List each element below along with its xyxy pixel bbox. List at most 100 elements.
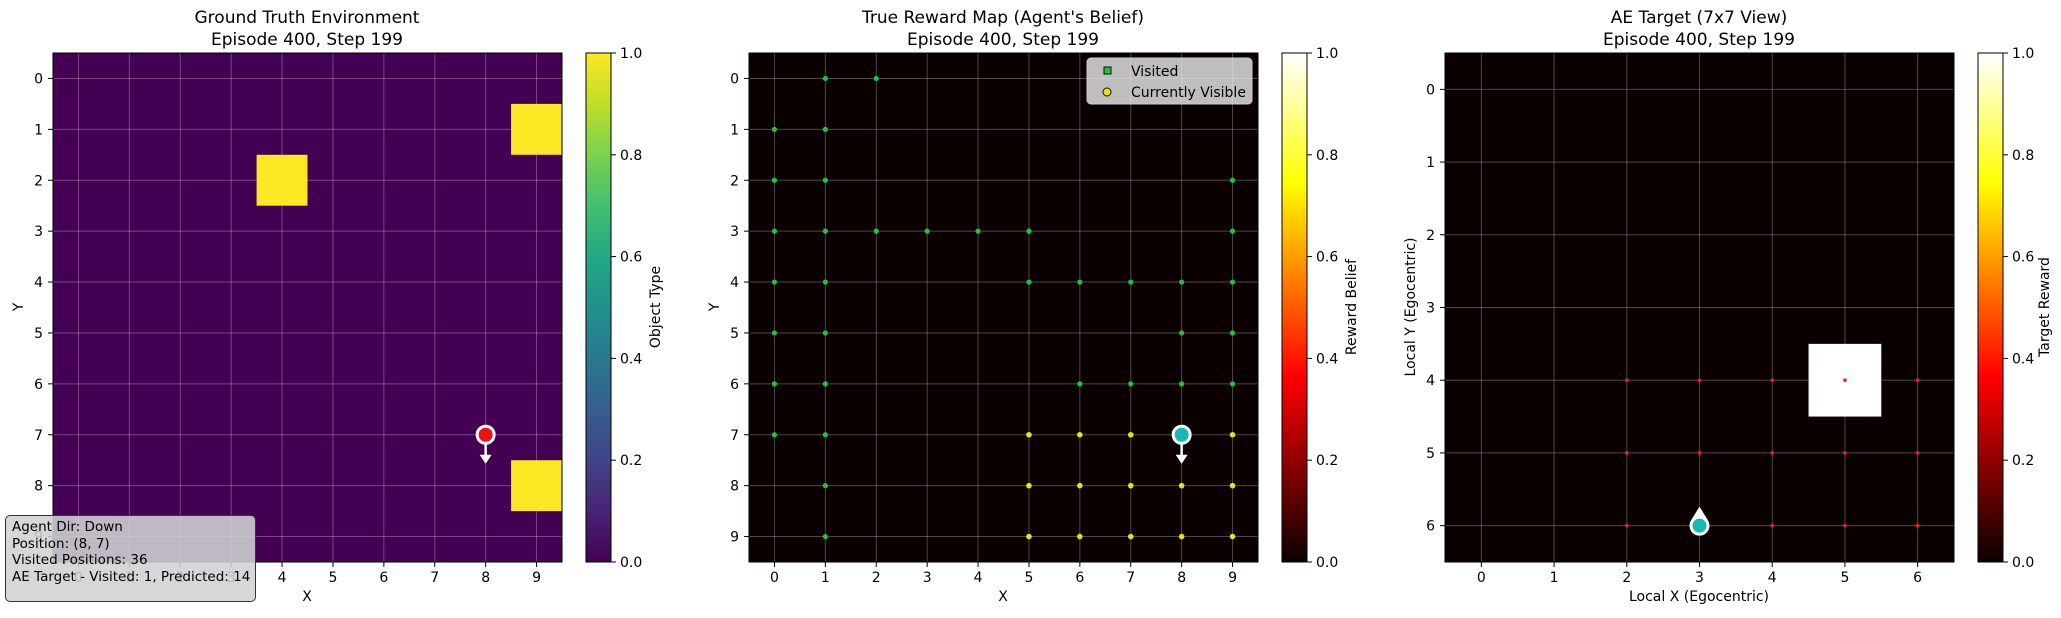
x-tick-label: 6: [379, 570, 388, 586]
visible-point: [1178, 482, 1185, 489]
panel1-colorbar: [585, 52, 612, 563]
colorbar-tick-label: 0.8: [2012, 148, 2034, 164]
y-tick-label: 6: [34, 377, 43, 393]
panel1-colorbar-label: Object Type: [648, 266, 664, 348]
panel2-plot-area: [749, 53, 1258, 562]
panel2-agent: [1171, 424, 1192, 464]
info-agent-dir: Agent Dir: Down: [12, 519, 123, 535]
visible-point: [1229, 482, 1236, 489]
visible-point: [1026, 482, 1032, 489]
visited-point: [1128, 279, 1134, 285]
colorbar-tick-label: 0.6: [2012, 250, 2034, 266]
panel2-xlabel: X: [998, 589, 1008, 605]
panel1-cells: [256, 103, 562, 512]
colorbar-tick-label: 0.8: [1316, 148, 1338, 164]
visited-point: [822, 279, 828, 285]
x-tick-label: 4: [278, 570, 287, 586]
colorbar-tick-label: 0.4: [620, 351, 642, 367]
y-tick-label: 0: [730, 71, 739, 87]
panel3-colorbar: [1977, 52, 2004, 563]
target-dot: [1770, 451, 1775, 455]
visited-point: [771, 177, 778, 183]
panel1-frame: [52, 52, 563, 563]
panel3-plot-area: [1445, 53, 1954, 562]
colorbar-tick-label: 0.6: [1316, 250, 1338, 266]
visited-point: [873, 228, 879, 234]
panel-ground-truth: Ground Truth Environment Episode 400, St…: [11, 8, 664, 605]
target-dot: [1624, 378, 1629, 383]
visited-point: [822, 126, 828, 132]
visited-point: [1229, 228, 1236, 234]
panel2-grid: [749, 53, 1258, 562]
visited-point: [975, 228, 981, 234]
x-tick-label: 5: [1840, 570, 1849, 586]
y-tick-label: 1: [34, 122, 43, 138]
x-tick-label: 5: [328, 570, 337, 586]
target-dot: [1697, 378, 1702, 383]
visited-point: [1179, 279, 1185, 285]
x-tick-label: 5: [1024, 570, 1033, 586]
y-tick-label: 5: [34, 326, 43, 342]
y-tick-label: 3: [34, 224, 43, 240]
x-tick-label: 3: [923, 570, 932, 586]
colorbar-tick-label: 0.2: [2012, 453, 2034, 469]
colorbar-tick-label: 0.4: [1316, 351, 1338, 367]
object-cell: [511, 460, 562, 512]
colorbar-tick-label: 0.0: [2012, 555, 2034, 571]
y-tick-label: 0: [1426, 82, 1435, 98]
visible-point: [1229, 533, 1236, 540]
panel-ae-target: AE Target (7x7 View) Episode 400, Step 1…: [1403, 8, 2053, 605]
visible-point: [1127, 431, 1134, 438]
legend-visited-marker: [1103, 66, 1112, 75]
visited-point: [771, 330, 778, 336]
x-tick-label: 0: [770, 570, 779, 586]
y-tick-label: 7: [730, 428, 739, 444]
info-ae-target: AE Target - Visited: 1, Predicted: 14: [12, 568, 251, 585]
y-tick-label: 3: [1426, 301, 1435, 317]
agent-marker: [1171, 424, 1192, 445]
panel1-ylabel: Y: [11, 302, 27, 312]
visited-point: [1179, 330, 1185, 336]
visited-point: [822, 228, 828, 234]
visited-point: [771, 381, 778, 387]
colorbar-tick-label: 0.6: [620, 250, 642, 266]
colorbar-tick-label: 1.0: [1316, 46, 1338, 62]
panel2-colorbar: [1281, 52, 1308, 563]
x-tick-label: 2: [872, 570, 881, 586]
y-tick-label: 2: [1426, 228, 1435, 244]
panel3-title: AE Target (7x7 View): [1611, 8, 1787, 28]
visited-point: [822, 432, 828, 438]
y-tick-label: 3: [730, 224, 739, 240]
legend-visible-label: Currently Visible: [1131, 85, 1246, 101]
agent-marker: [1689, 515, 1710, 536]
visited-point: [1229, 279, 1236, 285]
panel3-grid: [1445, 53, 1954, 562]
x-tick-label: 8: [1177, 570, 1186, 586]
panel-reward-belief: True Reward Map (Agent's Belief) Episode…: [707, 8, 1360, 605]
target-dot: [1697, 451, 1702, 455]
visible-point: [1077, 533, 1083, 540]
panel1-xlabel: X: [302, 589, 312, 605]
visited-point: [1229, 330, 1236, 336]
object-cell: [511, 103, 562, 155]
panel1-plot-area: [53, 53, 562, 562]
y-tick-label: 7: [34, 428, 43, 444]
visited-point: [771, 279, 778, 285]
visible-point: [1178, 533, 1185, 540]
visible-point: [1229, 431, 1236, 438]
visited-point: [873, 75, 879, 82]
panel1-colorbar-ticks: 0.0 0.2 0.4 0.6 0.8 1.0: [611, 46, 642, 571]
visited-point: [822, 381, 828, 387]
target-dot: [1624, 523, 1629, 528]
panel3-xlabel: Local X (Egocentric): [1629, 589, 1769, 605]
x-tick-label: 9: [1228, 570, 1237, 586]
panel1-agent: [475, 424, 496, 464]
y-tick-label: 2: [730, 173, 739, 189]
colorbar-tick-label: 0.2: [620, 453, 642, 469]
x-tick-label: 3: [1695, 570, 1704, 586]
info-visited-positions: Visited Positions: 36: [12, 552, 148, 568]
y-tick-label: 4: [1426, 373, 1435, 389]
panel2-colorbar-label: Reward Belief: [1344, 258, 1360, 355]
visited-point: [822, 330, 828, 336]
